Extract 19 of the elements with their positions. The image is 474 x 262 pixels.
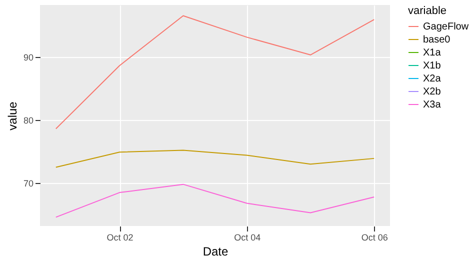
line-series xyxy=(55,184,375,218)
x-tick-label: Oct 04 xyxy=(234,232,261,242)
y-tick-label: 90 xyxy=(23,52,34,62)
y-axis-title: value xyxy=(5,101,20,130)
x-tick-label: Oct 06 xyxy=(361,232,388,242)
line-series xyxy=(55,150,375,168)
line-series xyxy=(55,15,375,130)
legend-label: GageFlow xyxy=(423,22,470,32)
legend-label: X3a xyxy=(423,100,442,110)
legend-title: variable xyxy=(408,5,447,17)
legend-label: base0 xyxy=(423,34,451,46)
legend-label: X2b xyxy=(423,86,442,98)
x-axis-title: Date xyxy=(202,244,228,258)
y-tick-label: 70 xyxy=(23,178,34,189)
legend-label: X1b xyxy=(423,60,442,72)
legend-label: X1a xyxy=(423,48,442,58)
x-tick-label: Oct 02 xyxy=(106,232,134,242)
y-tick-label: 80 xyxy=(23,115,34,126)
legend-label: X2a xyxy=(423,74,442,84)
